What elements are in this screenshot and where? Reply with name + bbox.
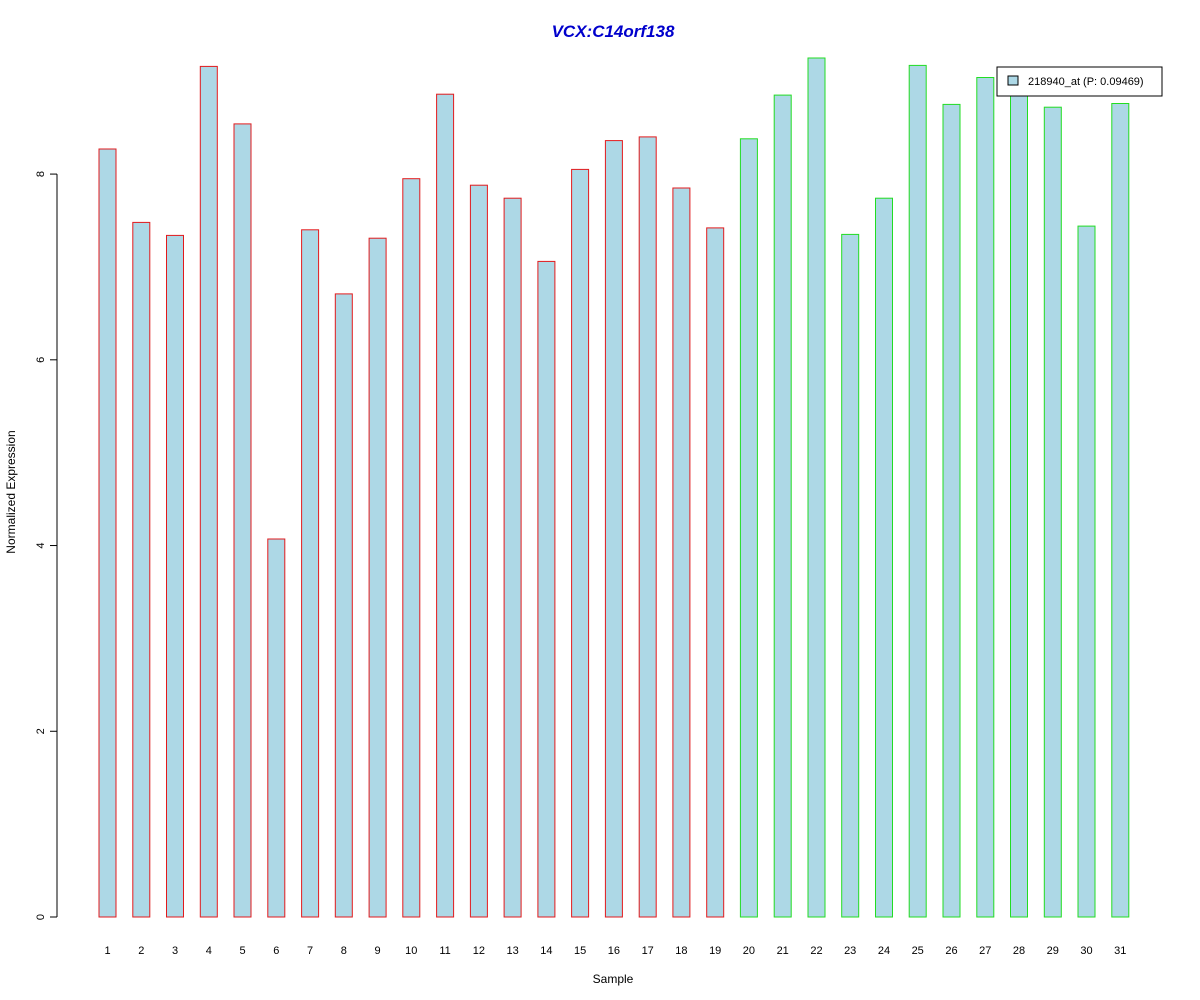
bar-sample-20 — [739, 138, 758, 918]
x-tick-label: 20 — [743, 945, 755, 957]
bar-sample-21 — [773, 94, 792, 918]
x-tick-label: 28 — [1013, 945, 1025, 957]
x-tick-label: 9 — [375, 945, 381, 957]
x-tick-label: 13 — [506, 945, 518, 957]
y-tick-label: 6 — [35, 357, 47, 363]
chart-title: VCX:C14orf138 — [552, 22, 675, 41]
x-tick-label: 4 — [206, 945, 212, 957]
bar-sample-4 — [199, 65, 218, 918]
bar-sample-30 — [1077, 225, 1096, 918]
y-tick-label: 2 — [35, 728, 47, 734]
bar-sample-7 — [301, 229, 320, 918]
x-tick-label: 10 — [405, 945, 417, 957]
bar-sample-27 — [976, 77, 995, 918]
x-tick-label: 5 — [239, 945, 245, 957]
x-tick-label: 3 — [172, 945, 178, 957]
x-tick-label: 31 — [1114, 945, 1126, 957]
bar-sample-9 — [368, 237, 387, 918]
legend: 218940_at (P: 0.09469) — [996, 66, 1163, 97]
x-tick-label: 11 — [439, 945, 450, 957]
x-tick-label: 2 — [138, 945, 144, 957]
y-axis: 0 2 4 6 8 — [35, 171, 58, 920]
x-tick-label: 24 — [878, 945, 890, 957]
bar-sample-22 — [807, 57, 826, 918]
x-tick-label: 30 — [1080, 945, 1092, 957]
x-axis-label: Sample — [593, 972, 634, 986]
x-tick-label: 15 — [574, 945, 586, 957]
bar-sample-28 — [1010, 81, 1028, 918]
bar-sample-6 — [267, 538, 286, 918]
bar-sample-18 — [672, 187, 691, 918]
x-tick-label: 23 — [844, 945, 856, 957]
x-tick-label: 12 — [473, 945, 485, 957]
legend-box — [996, 66, 1163, 97]
bar-sample-3 — [166, 234, 184, 918]
bar-sample-26 — [942, 103, 961, 918]
x-tick-label: 18 — [675, 945, 687, 957]
bar-sample-14 — [537, 260, 556, 918]
y-tick-label: 0 — [35, 914, 47, 920]
bars-group — [98, 57, 1130, 918]
y-tick-label: 8 — [35, 171, 47, 177]
y-axis-label: Normalized Expression — [4, 430, 18, 553]
x-tick-label: 26 — [945, 945, 957, 957]
x-tick-label: 19 — [709, 945, 721, 957]
x-tick-label: 22 — [810, 945, 822, 957]
x-tick-label: 14 — [540, 945, 552, 957]
bar-sample-16 — [604, 140, 623, 918]
x-tick-label: 6 — [273, 945, 279, 957]
bar-sample-11 — [436, 93, 455, 918]
bar-sample-5 — [233, 123, 252, 918]
x-tick-labels: 1 2 3 4 5 6 7 8 9 10 11 12 13 14 15 16 17 18 19 20 21 22 23 24 2… — [104, 945, 1126, 957]
x-tick-label: 8 — [341, 945, 347, 957]
bar-sample-25 — [908, 64, 927, 918]
bar-sample-31 — [1111, 103, 1130, 918]
bar-sample-2 — [132, 221, 151, 918]
bar-sample-15 — [571, 168, 590, 918]
x-tick-label: 1 — [104, 945, 110, 957]
x-tick-label: 27 — [979, 945, 991, 957]
bar-sample-13 — [503, 197, 522, 918]
bar-sample-29 — [1043, 106, 1062, 918]
y-tick-label: 4 — [35, 542, 47, 548]
bar-sample-23 — [841, 233, 860, 918]
x-tick-label: 21 — [777, 945, 789, 957]
x-tick-label: 16 — [608, 945, 620, 957]
bar-sample-24 — [875, 197, 893, 918]
legend-swatch — [1007, 75, 1019, 86]
legend-label: 218940_at (P: 0.09469) — [1028, 76, 1144, 88]
bar-sample-19 — [706, 227, 725, 918]
x-tick-label: 7 — [307, 945, 313, 957]
bar-sample-17 — [638, 136, 657, 918]
x-tick-label: 29 — [1047, 945, 1059, 957]
bar-sample-10 — [402, 178, 421, 918]
x-tick-label: 25 — [912, 945, 924, 957]
bar-sample-12 — [469, 184, 488, 918]
bar-sample-1 — [98, 148, 117, 918]
x-tick-label: 17 — [642, 945, 654, 957]
bar-sample-8 — [334, 293, 353, 918]
